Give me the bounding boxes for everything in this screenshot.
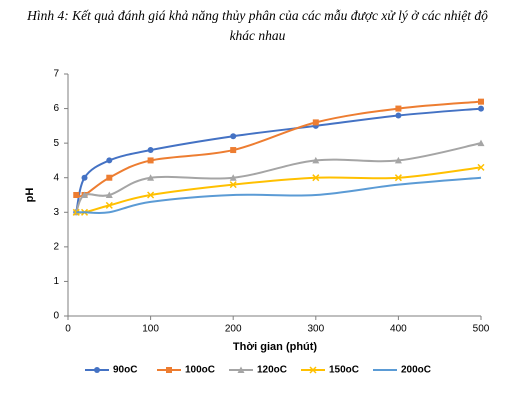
data-point — [230, 147, 237, 154]
data-point — [106, 157, 113, 164]
chart-title: Hình 4: Kết quả đánh giá khả năng thủy p… — [27, 8, 488, 43]
legend-marker — [309, 366, 317, 374]
x-tick-label: 0 — [65, 324, 71, 335]
data-point — [147, 174, 155, 181]
x-tick-label: 500 — [473, 324, 490, 335]
x-tick-label: 100 — [142, 324, 159, 335]
data-point — [394, 156, 402, 164]
data-point — [477, 163, 485, 171]
y-tick-label: 3 — [53, 207, 59, 218]
data-point — [395, 105, 402, 112]
legend-label: 200oC — [401, 365, 431, 376]
legend-label: 90oC — [113, 365, 137, 376]
data-point — [478, 105, 484, 112]
y-tick-label: 6 — [53, 103, 59, 114]
legend-label: 120oC — [257, 365, 287, 376]
data-point — [395, 112, 402, 119]
data-point — [105, 201, 113, 209]
x-axis-label: Thời gian (phút) — [233, 341, 318, 353]
x-tick-label: 400 — [390, 324, 407, 335]
data-point — [394, 174, 402, 182]
y-tick-label: 2 — [53, 241, 59, 252]
data-point — [147, 147, 154, 154]
data-point — [229, 181, 237, 189]
x-tick-label: 200 — [225, 324, 242, 335]
data-point — [105, 191, 113, 198]
data-point — [312, 174, 320, 182]
data-point — [147, 157, 154, 164]
legend-label: 150oC — [329, 365, 359, 376]
data-point — [81, 174, 88, 181]
y-tick-label: 5 — [53, 138, 59, 149]
data-point — [106, 174, 113, 181]
data-point — [147, 191, 155, 199]
y-axis-label: pH — [24, 188, 36, 203]
data-point — [477, 139, 485, 147]
y-tick-label: 4 — [53, 172, 59, 183]
data-point — [229, 174, 237, 181]
legend-label: 100oC — [185, 365, 215, 376]
legend-marker — [166, 367, 172, 373]
series-line — [76, 166, 482, 214]
data-point — [312, 119, 319, 126]
legend-marker — [94, 367, 100, 373]
x-tick-label: 300 — [307, 324, 324, 335]
series-line — [76, 176, 482, 215]
y-tick-label: 0 — [53, 311, 59, 322]
data-point — [73, 192, 80, 198]
data-point — [478, 98, 484, 105]
y-tick-label: 7 — [53, 69, 59, 80]
data-point — [81, 191, 89, 198]
data-point — [312, 156, 320, 164]
y-tick-label: 1 — [53, 276, 59, 287]
data-point — [230, 133, 237, 140]
legend-marker — [237, 366, 245, 373]
